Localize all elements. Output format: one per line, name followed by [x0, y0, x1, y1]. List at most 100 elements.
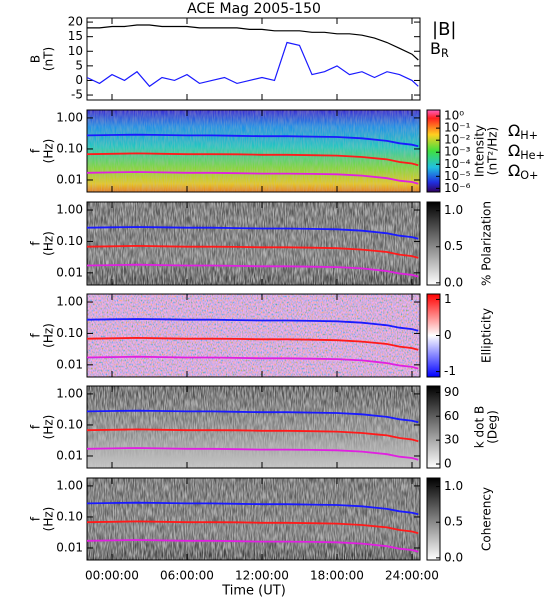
series-group	[87, 501, 419, 553]
legend-entry: |B|	[432, 19, 456, 40]
colorbar-tick-label: 1.0	[444, 203, 463, 217]
y-tick-label: 0.01	[56, 448, 83, 462]
series-group	[87, 24, 419, 88]
colorbar-tick-label: 1.0	[444, 479, 463, 493]
series-group	[87, 133, 419, 185]
x-tick-label: 06:00:00	[160, 569, 214, 583]
y-tick-label: 1.00	[56, 295, 83, 309]
legend-entry: BR	[430, 39, 449, 61]
x-axis-label: Time (UT)	[221, 584, 286, 599]
y-axis-unit: (Hz)	[42, 507, 56, 532]
x-tick-label: 12:00:00	[235, 569, 289, 583]
series-line	[87, 226, 419, 240]
colorbar-tick-label: 10⁻⁴	[444, 157, 471, 171]
series-line	[87, 428, 419, 443]
colorbar-tick-label: 10⁻¹	[444, 121, 471, 135]
panel-frame	[86, 293, 421, 378]
colorbar-tick-label: 10⁻²	[444, 133, 471, 147]
y-tick-label: 0.01	[56, 172, 83, 186]
x-tick-label: 18:00:00	[310, 569, 364, 583]
legend-subscript: H+	[520, 129, 538, 142]
y-tick-label: 15	[68, 29, 83, 43]
series-line	[87, 520, 419, 535]
x-tick-label: 00:00:00	[85, 569, 139, 583]
colorbar-tick-label: 10⁻⁵	[444, 169, 471, 183]
y-axis-label: f	[29, 516, 43, 521]
colorbar-label: Ellipticity	[480, 308, 494, 363]
colorbar-tick-label: 10⁻⁶	[444, 181, 471, 195]
legend-name: B	[430, 39, 441, 58]
spectrogram-texture	[87, 294, 420, 377]
spectrogram-texture	[87, 110, 420, 192]
y-tick-label: 1.00	[56, 203, 83, 217]
y-tick-label: 0.01	[56, 357, 83, 371]
colorbar-tick-label: 60	[444, 409, 459, 423]
series-line	[87, 244, 419, 259]
colorbar-tick-label: 1	[444, 292, 452, 306]
colorbar-label: % Polarization	[480, 201, 494, 286]
colorbar-label: Coherency	[480, 487, 494, 551]
series-line	[87, 336, 419, 351]
legend-entry: ΩH+	[508, 121, 538, 143]
colorbar-tick-label: 0.0	[444, 550, 463, 564]
y-tick-label: 0.10	[56, 326, 83, 340]
y-tick-label: 10	[68, 44, 83, 58]
series-line	[87, 171, 419, 185]
y-axis-label: f	[29, 241, 43, 246]
panel-frame	[86, 109, 421, 193]
colorbar-tick-label: 0	[444, 328, 452, 342]
y-tick-label: 0.01	[56, 540, 83, 554]
y-tick-label: 5	[75, 58, 83, 72]
y-axis-label: f	[29, 148, 43, 153]
colorbar-tick-label: 30	[444, 433, 459, 447]
legend-name: |B|	[432, 19, 456, 40]
panel-frame	[86, 201, 421, 286]
series-group	[87, 409, 419, 461]
legend-name: Ω	[508, 121, 520, 140]
colorbar-tick-label: 0.0	[444, 275, 463, 289]
series-line	[87, 501, 419, 516]
colorbar-tick-label: 90	[444, 385, 459, 399]
series-line	[87, 409, 419, 424]
colorbar	[426, 385, 441, 469]
panel-frame	[86, 477, 421, 561]
y-axis-unit: (Hz)	[42, 323, 56, 348]
y-tick-label: 0.10	[56, 509, 83, 523]
series-group	[87, 318, 419, 370]
legend-subscript: O+	[520, 169, 538, 182]
series-line	[87, 41, 419, 88]
colorbar	[426, 109, 441, 193]
colorbar-tick-label: 10⁻³	[444, 145, 471, 159]
y-tick-label: 0.10	[56, 417, 83, 431]
series-line	[87, 318, 419, 332]
colorbar-tick-label: 0.5	[444, 515, 463, 529]
colorbar-tick-label: 0	[444, 457, 452, 471]
colorbar	[426, 477, 441, 561]
y-axis-label: B	[29, 55, 43, 63]
series-line	[87, 24, 419, 61]
colorbar-label: k dot B	[473, 406, 487, 448]
colorbar-unit: (Deg)	[486, 410, 500, 444]
y-axis-unit: (Hz)	[42, 415, 56, 440]
y-tick-label: 20	[68, 15, 83, 29]
y-tick-label: 1.00	[56, 110, 83, 124]
y-axis-unit: (Hz)	[42, 231, 56, 256]
series-line	[87, 263, 419, 278]
series-line	[87, 539, 419, 553]
series-line	[87, 355, 419, 370]
chart-title: ACE Mag 2005-150	[187, 1, 321, 17]
legend-entry: ΩO+	[508, 161, 538, 183]
panel-frame	[86, 17, 421, 101]
spectrogram-texture	[87, 386, 420, 468]
y-tick-label: 0.01	[56, 265, 83, 279]
colorbar-tick-label: -1	[444, 364, 456, 378]
y-axis-unit: (nT)	[42, 47, 56, 71]
spectrogram-texture	[87, 202, 420, 285]
legend-subscript: R	[441, 47, 449, 60]
legend-entry: ΩHe+	[508, 141, 545, 163]
legend-name: Ω	[508, 161, 520, 180]
series-group	[87, 226, 419, 278]
y-tick-label: -5	[71, 88, 83, 102]
colorbar-tick-label: 0.5	[444, 239, 463, 253]
